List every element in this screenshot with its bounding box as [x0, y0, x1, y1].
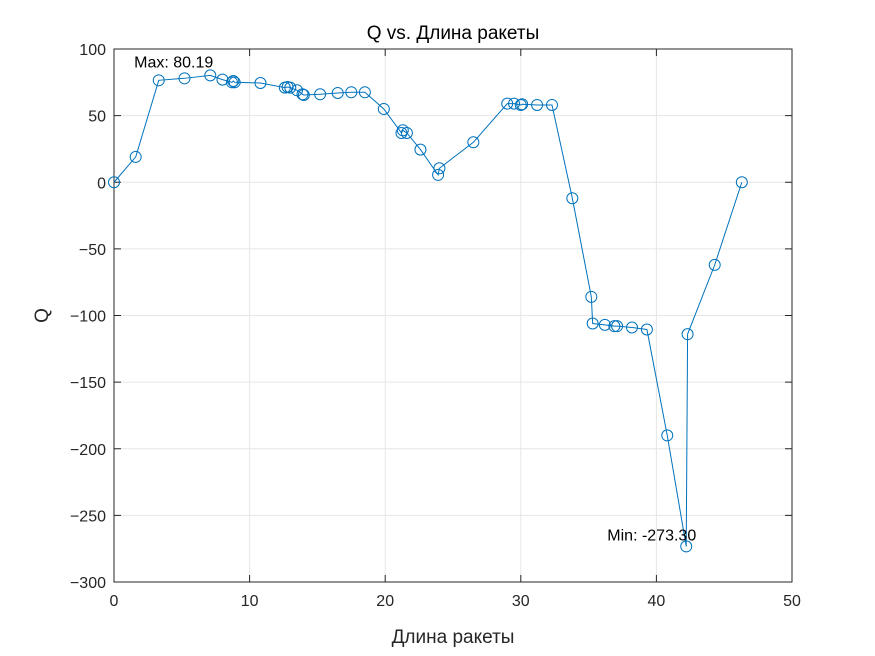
data-point: [254, 76, 267, 89]
data-point: [432, 168, 445, 181]
y-tick-label: −100: [70, 309, 106, 326]
data-point: [598, 318, 611, 331]
data-point: [396, 124, 409, 137]
data-point: [178, 72, 191, 85]
y-tick-label: −250: [70, 508, 106, 525]
y-tick-label: 50: [88, 109, 106, 126]
x-axis-label: Длина ракеты: [392, 627, 515, 648]
data-point: [516, 98, 529, 111]
data-point: [661, 429, 674, 442]
x-tick-label: 20: [376, 593, 394, 610]
axes: 0 10 20 30 40 50 −300 −250 −200 −150 −100 −50 0 50 100: [70, 42, 801, 610]
data-point: [377, 102, 390, 115]
data-point: [284, 81, 297, 94]
data-point: [204, 69, 217, 82]
y-tick-label: 0: [97, 175, 106, 192]
data-point: [345, 86, 358, 99]
x-tick-label: 40: [648, 593, 666, 610]
chart-title: Q vs. Длина ракеты: [367, 23, 539, 44]
data-point: [467, 136, 480, 149]
y-tick-label: −300: [70, 575, 106, 592]
data-point: [358, 86, 371, 99]
data-point: [735, 176, 748, 189]
x-tick-label: 30: [512, 593, 530, 610]
series-group: [108, 69, 748, 553]
data-point: [586, 317, 599, 330]
data-point: [585, 290, 598, 303]
x-tick-label: 0: [110, 593, 119, 610]
y-tick-label: −50: [79, 242, 106, 259]
y-tick-label: −150: [70, 375, 106, 392]
data-point: [400, 126, 413, 139]
data-point: [566, 192, 579, 205]
data-point: [611, 320, 624, 333]
y-tick-label: −200: [70, 442, 106, 459]
x-tick-label: 50: [783, 593, 801, 610]
data-point: [680, 540, 693, 553]
max-annotation: Max: 80.19: [134, 54, 213, 71]
x-tick-label: 10: [241, 593, 259, 610]
data-point: [531, 98, 544, 111]
data-point: [314, 88, 327, 101]
data-point: [297, 88, 310, 101]
data-point: [433, 162, 446, 175]
data-point: [501, 97, 514, 110]
min-annotation: Min: -273.30: [607, 527, 696, 544]
data-point: [152, 74, 165, 87]
y-axis-label: Q: [32, 308, 53, 323]
data-point: [227, 74, 240, 87]
data-point: [640, 323, 653, 336]
y-tick-label: 100: [79, 42, 106, 59]
data-point: [708, 258, 721, 271]
data-point: [331, 86, 344, 99]
data-point: [508, 97, 521, 110]
data-point: [395, 126, 408, 139]
data-point: [225, 76, 238, 89]
data-point: [545, 98, 558, 111]
data-point: [129, 150, 142, 163]
annotations: Max: 80.19 Min: -273.30: [134, 54, 696, 544]
data-point: [108, 176, 120, 189]
data-point: [681, 328, 694, 341]
data-point: [608, 320, 621, 333]
data-point: [625, 321, 638, 334]
data-point: [414, 143, 427, 156]
data-point: [228, 76, 241, 89]
